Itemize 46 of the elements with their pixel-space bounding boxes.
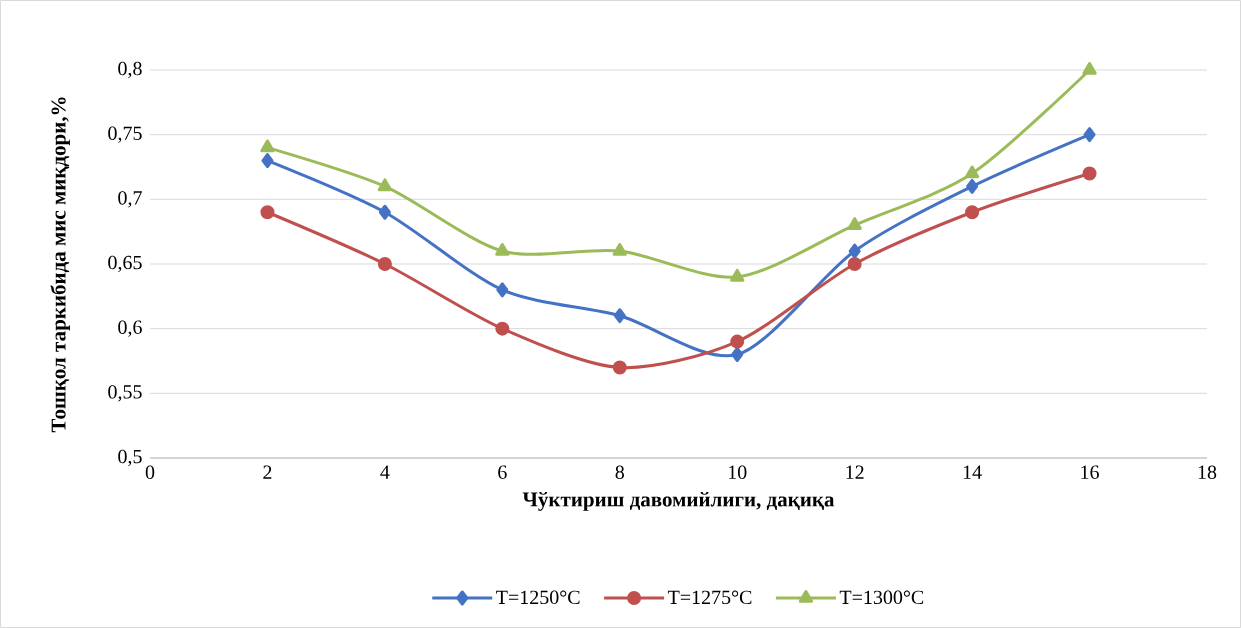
point xyxy=(966,178,979,194)
y-tick-label: 0,8 xyxy=(118,61,142,79)
x-tick-label: 8 xyxy=(615,465,625,480)
point xyxy=(260,205,275,220)
point xyxy=(612,243,627,256)
x-tick-label: 6 xyxy=(498,465,507,479)
point xyxy=(1082,61,1097,75)
point xyxy=(377,178,393,192)
point xyxy=(730,268,745,282)
x-tick-label: 18 xyxy=(1198,465,1217,480)
point xyxy=(847,256,862,271)
legend-label: T=1275°C xyxy=(667,590,752,605)
point xyxy=(378,204,391,220)
point xyxy=(496,282,509,298)
y-tick-label: 0,7 xyxy=(118,191,142,208)
point xyxy=(495,321,510,336)
y-tick-label: 0,65 xyxy=(108,255,142,273)
point xyxy=(964,165,980,179)
x-tick-label: 14 xyxy=(963,465,982,479)
point xyxy=(848,243,861,259)
x-tick-label: 12 xyxy=(846,465,864,479)
x-tick-label: 10 xyxy=(728,465,747,480)
point xyxy=(612,360,627,375)
point xyxy=(260,139,275,153)
y-tick-label: 0,6 xyxy=(118,320,142,337)
x-tick-label: 4 xyxy=(380,465,390,479)
point xyxy=(1082,166,1097,181)
x-tick-label: 0 xyxy=(145,465,155,480)
y-tick-label: 0,75 xyxy=(108,126,142,143)
point xyxy=(965,205,980,220)
point xyxy=(377,256,392,271)
point xyxy=(1083,127,1096,143)
legend-label: T=1250°C xyxy=(496,590,580,605)
x-axis-title: Чўктириш давомийлиги, дақиқа xyxy=(522,491,835,511)
y-axis-title: Тошқол таркибида мис миқдори,% xyxy=(50,97,70,433)
point xyxy=(495,243,510,256)
point xyxy=(730,334,745,349)
legend-label: T=1300°C xyxy=(839,590,924,605)
y-tick-label: 0,55 xyxy=(108,385,142,402)
point xyxy=(613,308,626,324)
point xyxy=(261,153,274,169)
point xyxy=(847,217,862,230)
point xyxy=(731,347,744,363)
y-tick-label: 0,5 xyxy=(118,449,142,467)
x-tick-label: 16 xyxy=(1081,465,1099,479)
x-tick-label: 2 xyxy=(263,465,272,479)
